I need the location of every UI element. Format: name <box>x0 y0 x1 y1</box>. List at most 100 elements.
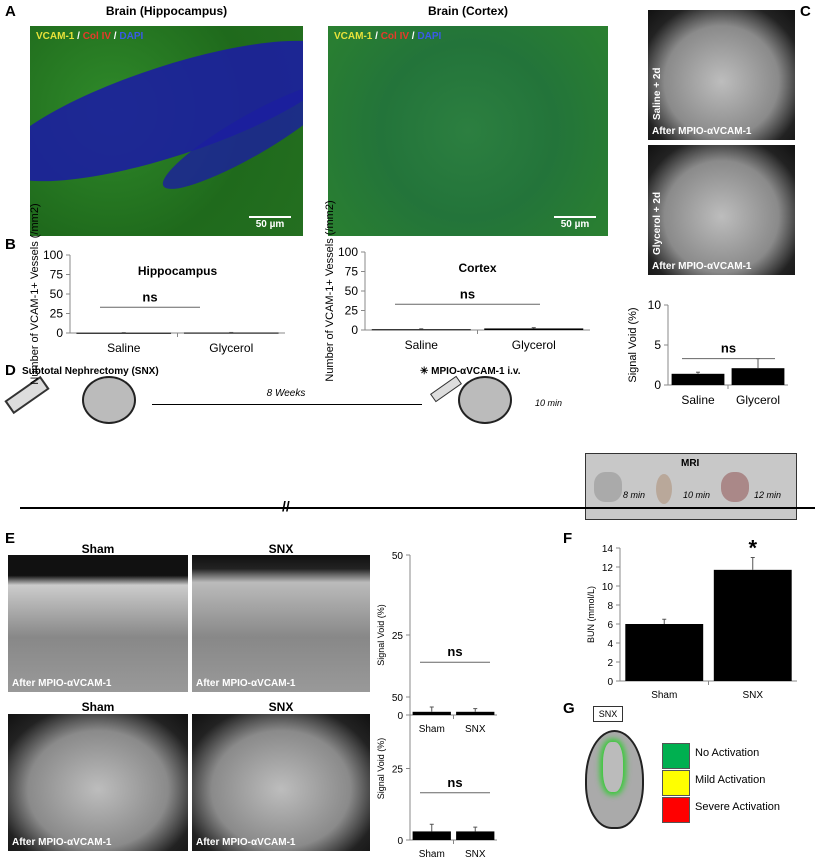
panel-label-b: B <box>5 236 16 253</box>
mri-image-snx-kidney: After MPIO-αVCAM-1 <box>192 555 370 692</box>
interval-label: 8 Weeks <box>266 388 306 399</box>
kidney-icon <box>656 474 672 504</box>
image-title: SNX <box>268 542 294 556</box>
significance-label: ns <box>447 644 462 659</box>
x-tick-label: SNX <box>742 690 763 701</box>
y-tick-label: 10 <box>602 582 614 593</box>
y-tick-label: 14 <box>602 544 614 555</box>
y-axis-label: Signal Void (%) <box>376 738 386 800</box>
chart-title: Cortex <box>458 261 496 275</box>
x-tick-label: Sham <box>419 849 445 860</box>
y-tick-label: 8 <box>607 601 613 612</box>
heart-icon <box>721 472 749 502</box>
y-tick-label: 100 <box>338 245 358 259</box>
x-tick-label: Glycerol <box>512 338 556 352</box>
bar-glycerol <box>484 328 584 330</box>
brain-icon <box>594 472 622 502</box>
y-tick-label: 10 <box>648 298 662 312</box>
y-tick-label: 4 <box>607 639 613 650</box>
significance-label: * <box>748 536 757 561</box>
x-tick-label: SNX <box>465 849 486 860</box>
bar-glycerol <box>731 368 785 385</box>
image-title: SNX <box>268 700 294 714</box>
significance-label: ns <box>142 289 157 304</box>
injection-label: ✳ MPIO-αVCAM-1 i.v. <box>420 366 521 377</box>
y-tick-label: 0 <box>654 378 661 392</box>
bar-glycerol <box>183 332 279 334</box>
significance-label: ns <box>721 341 736 356</box>
snx-box: SNX <box>593 706 623 722</box>
y-axis-label: Signal Void (%) <box>376 604 386 666</box>
y-tick-label: 0 <box>607 677 613 688</box>
legend-label: Mild Activation <box>695 774 766 786</box>
y-tick-label: 25 <box>50 307 64 321</box>
bar-snx <box>456 711 495 715</box>
x-tick-label: Sham <box>419 724 445 735</box>
legend-swatch-no-activation <box>662 743 690 769</box>
fluorescence-image-cortex: VCAM-1 / Col IV / DAPI 50 µm <box>328 26 608 236</box>
y-tick-label: 0 <box>397 711 403 722</box>
y-axis-label: BUN (mmol/L) <box>586 586 596 643</box>
y-tick-label: 50 <box>50 287 64 301</box>
image-title: Sham <box>81 542 115 556</box>
panel-label-e: E <box>5 530 16 547</box>
panel-label-g: G <box>563 700 575 717</box>
significance-label: ns <box>447 775 462 790</box>
mouse-activation-icon <box>585 730 644 829</box>
chart-title: Hippocampus <box>138 264 218 278</box>
x-tick-label: Saline <box>681 393 715 407</box>
image-title-cortex: Brain (Cortex) <box>427 4 508 18</box>
mouse-icon <box>458 376 512 424</box>
image-title-hippocampus: Brain (Hippocampus) <box>105 4 228 18</box>
y-tick-label: 0 <box>351 323 358 337</box>
bar-sham <box>412 831 451 840</box>
mri-image-saline: Saline + 2d After MPIO-αVCAM-1 <box>648 10 795 140</box>
bar-snx <box>713 569 792 681</box>
bar-saline <box>371 329 471 331</box>
y-tick-label: 0 <box>56 326 63 340</box>
legend-label: Severe Activation <box>695 801 780 813</box>
image-title: Sham <box>81 700 115 714</box>
y-tick-label: 75 <box>50 268 64 282</box>
y-tick-label: 50 <box>345 284 359 298</box>
y-tick-label: 75 <box>345 265 359 279</box>
x-tick-label: Saline <box>107 341 141 355</box>
legend-swatch-severe-activation <box>662 797 690 823</box>
x-tick-label: Sham <box>651 690 677 701</box>
panel-label-d: D <box>5 362 16 379</box>
mri-image-sham-kidney: After MPIO-αVCAM-1 <box>8 555 188 692</box>
mri-image-glycerol: Glycerol + 2d After MPIO-αVCAM-1 <box>648 145 795 275</box>
bar-saline <box>76 332 172 334</box>
y-tick-label: 0 <box>397 836 403 847</box>
y-axis-label: Number of VCAM-1+ Vessels (/mm2) <box>29 203 41 384</box>
x-tick-label: Glycerol <box>736 393 780 407</box>
timeline-schematic: Subtotal Nephrectomy (SNX) 8 Weeks ✳ MPI… <box>0 362 825 527</box>
particle-icon: ✳ <box>420 366 432 377</box>
bar-saline <box>671 373 725 385</box>
timeline-axis <box>20 507 815 509</box>
y-tick-label: 2 <box>607 658 613 669</box>
mouse-icon <box>82 376 136 424</box>
x-tick-label: Saline <box>405 338 439 352</box>
fluorescence-image-hippocampus: VCAM-1 / Col IV / DAPI 50 µm <box>30 26 303 236</box>
mri-image-sham-brain: After MPIO-αVCAM-1 <box>8 714 188 851</box>
y-tick-label: 50 <box>392 693 404 704</box>
bar-snx <box>456 831 495 840</box>
stain-legend: VCAM-1 / Col IV / DAPI <box>36 31 144 42</box>
x-tick-label: Glycerol <box>209 341 253 355</box>
y-tick-label: 25 <box>392 631 404 642</box>
y-tick-label: 50 <box>392 551 404 562</box>
axis-break-icon: // <box>282 498 290 514</box>
y-tick-label: 12 <box>602 563 614 574</box>
panel-label-f: F <box>563 530 573 547</box>
mri-image-snx-brain: After MPIO-αVCAM-1 <box>192 714 370 851</box>
scale-bar: 50 µm <box>554 216 596 230</box>
significance-label: ns <box>460 286 475 301</box>
y-tick-label: 25 <box>392 765 404 776</box>
y-tick-label: 100 <box>43 248 63 262</box>
panel-label-a: A <box>5 3 16 20</box>
x-tick-label: SNX <box>465 724 486 735</box>
surgery-label: Subtotal Nephrectomy (SNX) <box>22 366 159 377</box>
y-axis-label: Number of VCAM-1+ Vessels (/mm2) <box>324 200 336 381</box>
